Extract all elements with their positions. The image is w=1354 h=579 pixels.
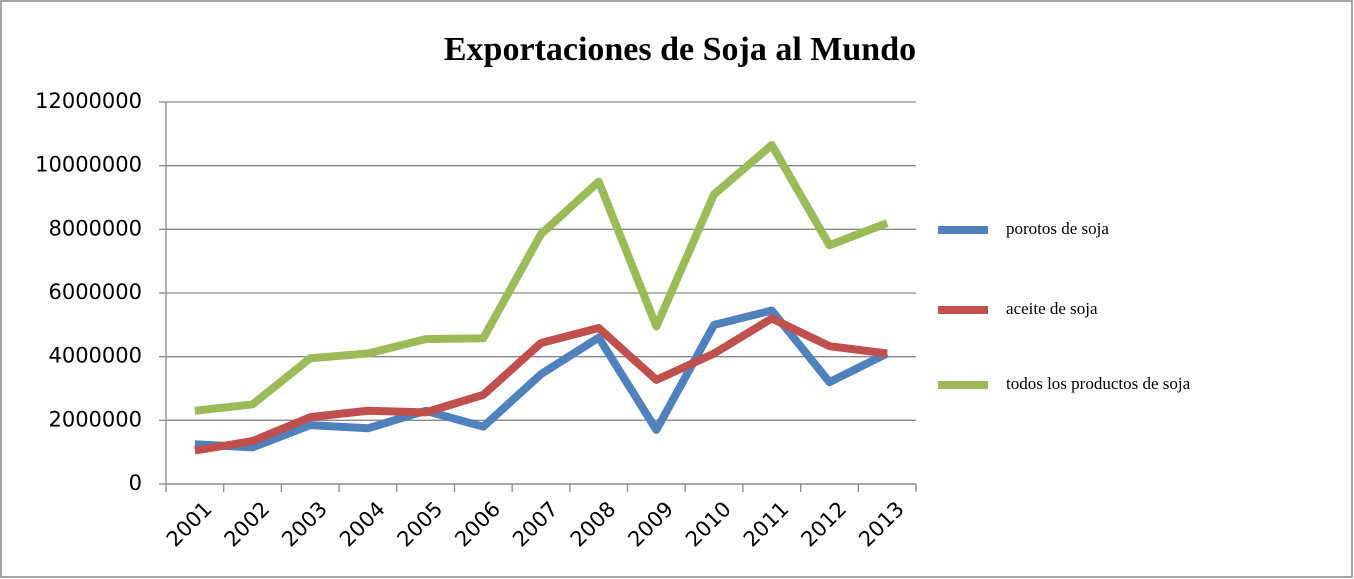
y-tick-label: 2000000 [48,407,142,431]
y-tick-label: 0 [129,471,142,495]
y-tick-label: 4000000 [48,344,142,368]
legend-swatch [938,226,988,234]
legend-label: aceite de soja [1006,299,1098,318]
y-tick-label: 6000000 [48,280,142,304]
series-line [194,306,889,452]
series-line [194,140,889,415]
series-line [194,314,888,455]
legend-swatch [938,306,988,314]
legend-item: aceite de soja [938,298,1228,320]
y-tick-label: 8000000 [48,216,142,240]
legend-label: todos los productos de soja [1006,374,1191,393]
legend-item: porotos de soja [938,218,1228,240]
chart-title: Exportaciones de Soja al Mundo [444,31,916,68]
y-tick-label: 10000000 [35,153,142,177]
legend-swatch [938,381,988,389]
legend-item: todos los productos de soja [938,373,1228,395]
y-tick-label: 12000000 [35,89,142,113]
legend-label: porotos de soja [1006,219,1109,238]
